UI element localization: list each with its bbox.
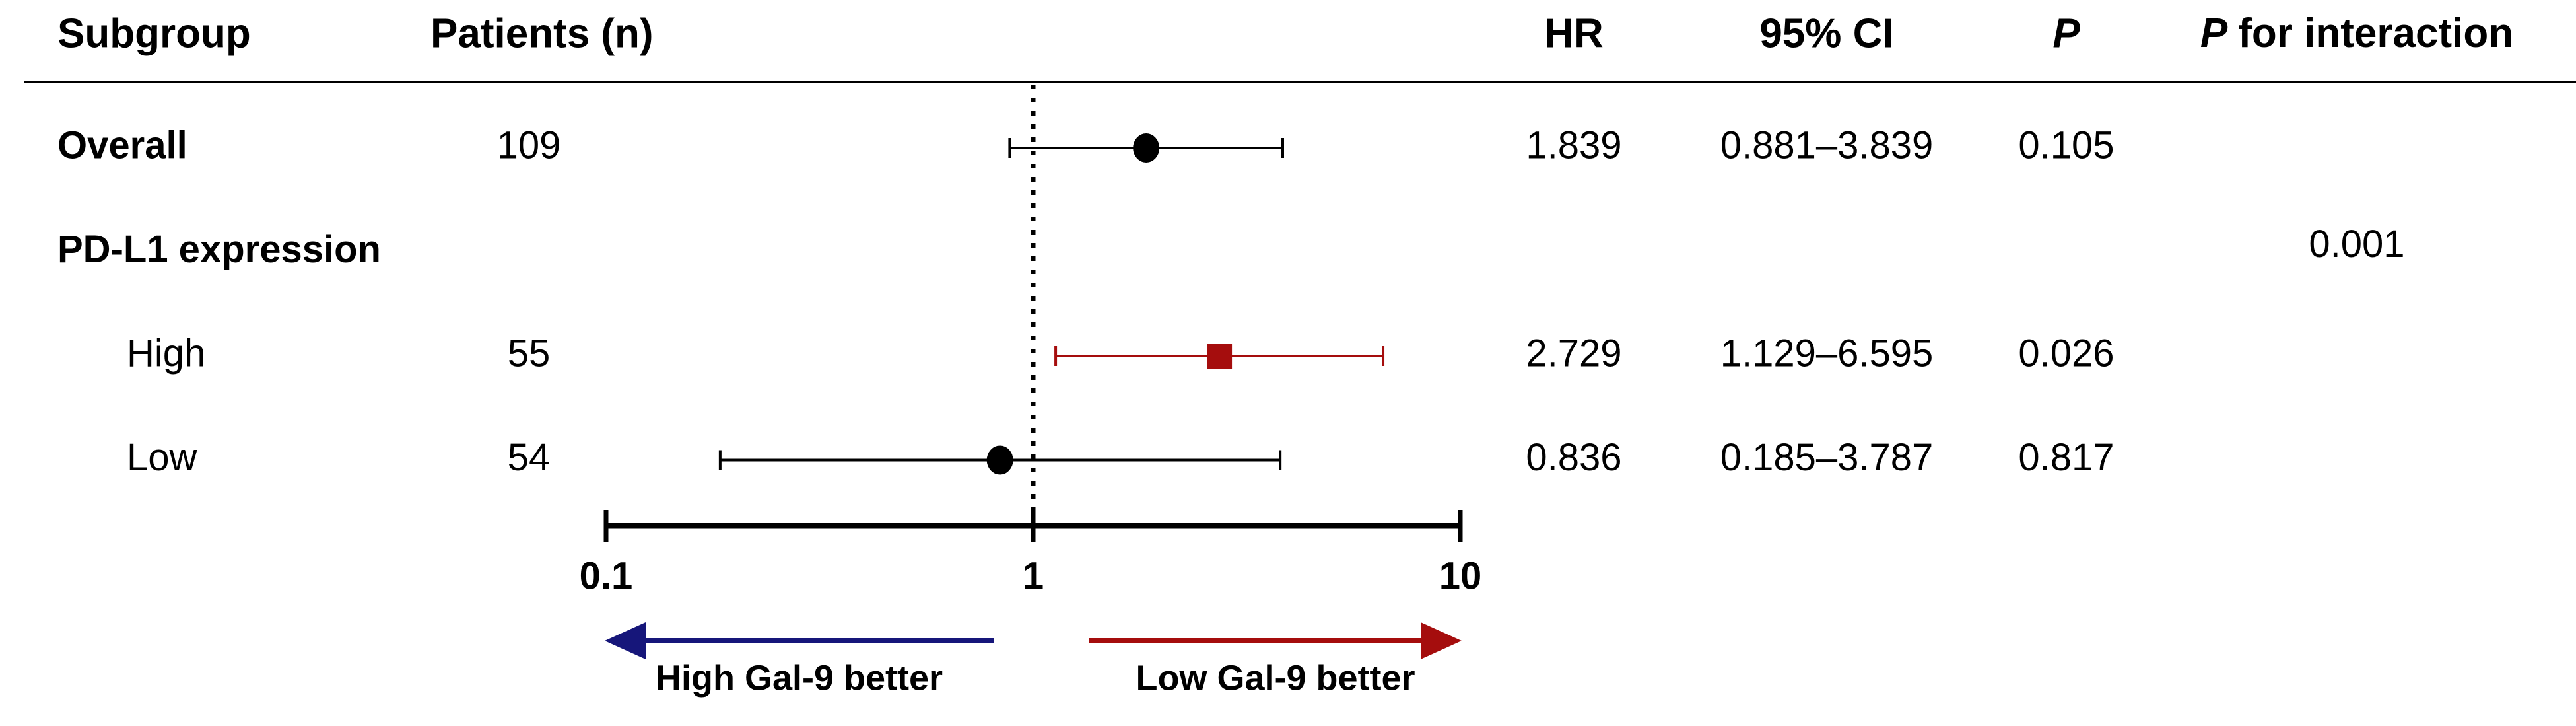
- patients: 109: [497, 124, 561, 166]
- hr-value: 2.729: [1526, 332, 1621, 375]
- p-interaction-value: 0.001: [2309, 223, 2404, 266]
- arrow-head: [1421, 622, 1462, 659]
- x-tick-label: 1: [1023, 554, 1044, 597]
- header-subgroup: Subgroup: [57, 11, 251, 56]
- x-tick-label: 10: [1439, 554, 1482, 597]
- row-label: Overall: [57, 124, 187, 166]
- arrow-label: Low Gal-9 better: [1135, 658, 1415, 698]
- patients: 55: [508, 332, 551, 375]
- header-hr: HR: [1544, 11, 1604, 56]
- p-value: 0.817: [2018, 436, 2114, 479]
- patients: 54: [508, 436, 551, 479]
- row-label: Low: [127, 436, 198, 479]
- ci-value: 0.185–3.787: [1720, 436, 1934, 479]
- hr-marker: [986, 445, 1013, 475]
- x-tick-label: 0.1: [580, 554, 633, 597]
- p-value: 0.105: [2018, 124, 2114, 166]
- hr-value: 0.836: [1526, 436, 1621, 479]
- header-patients: Patients (n): [430, 11, 654, 56]
- hr-marker: [1207, 344, 1233, 369]
- row-label: High: [127, 332, 205, 375]
- ci-value: 0.881–3.839: [1720, 124, 1934, 166]
- arrow-label: High Gal-9 better: [656, 658, 943, 698]
- header-p: P: [2052, 11, 2080, 56]
- hr-marker: [1133, 133, 1160, 163]
- header-p-interaction-text: for interaction: [2238, 11, 2513, 56]
- p-value: 0.026: [2018, 332, 2114, 375]
- header-ci: 95% CI: [1759, 11, 1893, 56]
- ci-value: 1.129–6.595: [1720, 332, 1934, 375]
- header-p-interaction-p: P: [2200, 11, 2228, 56]
- row-label: PD-L1 expression: [57, 228, 381, 271]
- arrow-head: [605, 622, 646, 659]
- hr-value: 1.839: [1526, 124, 1621, 166]
